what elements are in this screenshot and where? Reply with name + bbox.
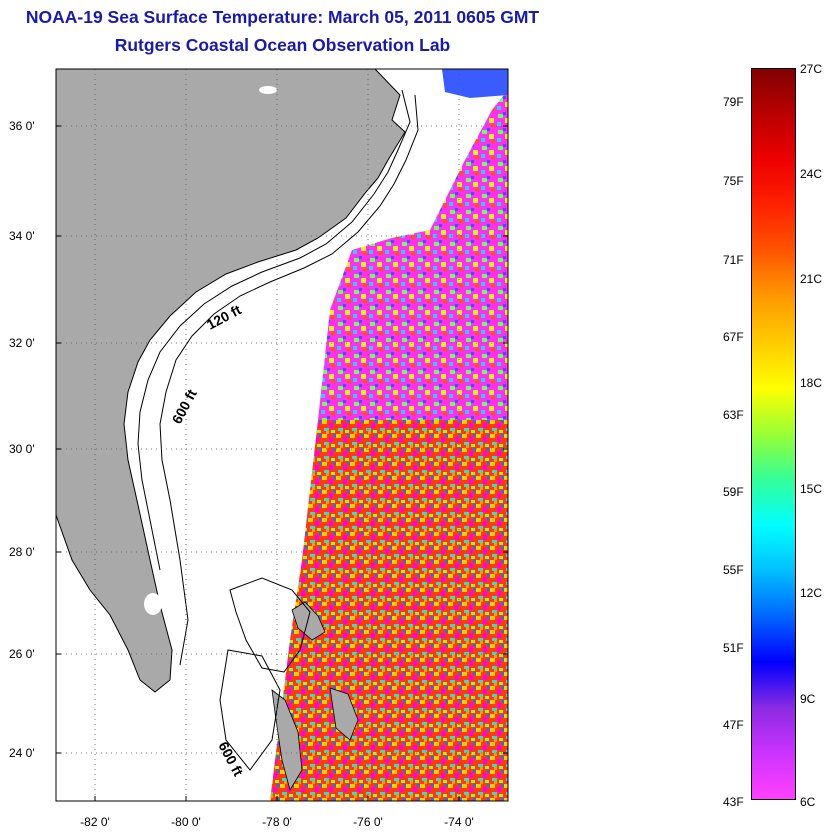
sst-swath-top	[442, 69, 508, 98]
cb-f-75: 75F	[723, 174, 744, 188]
cb-c-21: 21C	[800, 272, 823, 286]
isobath-120ft	[137, 89, 411, 571]
land-bahamas-3	[329, 687, 359, 741]
lon-label-80: -80 0'	[171, 815, 201, 829]
cb-f-47: 47F	[723, 718, 744, 732]
cb-c-15: 15C	[800, 482, 823, 496]
land-bahamas-1	[291, 601, 326, 641]
cb-c-6: 6C	[800, 795, 816, 809]
cb-f-43: 43F	[723, 795, 744, 809]
cb-f-59: 59F	[723, 485, 744, 499]
isobath-label-120ft: 120 ft	[204, 301, 244, 332]
cb-f-79: 79F	[723, 95, 744, 109]
lon-label-76: -76 0'	[353, 815, 383, 829]
cb-f-67: 67F	[723, 330, 744, 344]
lake-carolina	[259, 86, 277, 94]
cb-f-71: 71F	[723, 253, 744, 267]
lat-label-32: 32 0'	[9, 336, 35, 350]
lat-label-26: 26 0'	[9, 647, 35, 661]
isobath-600ft	[159, 94, 419, 666]
sst-swath-north	[318, 90, 508, 420]
lon-label-74: -74 0'	[444, 815, 474, 829]
map-frame	[55, 68, 509, 802]
cb-c-27: 27C	[800, 62, 823, 76]
land-us-coast	[56, 69, 406, 693]
cb-f-63: 63F	[723, 408, 744, 422]
cb-c-12: 12C	[800, 586, 823, 600]
lon-label-78: -78 0'	[262, 815, 292, 829]
lake-okeechobee	[144, 593, 162, 615]
cb-c-9: 9C	[800, 692, 816, 706]
isobath-label-600ft-south: 600 ft	[215, 739, 246, 779]
cb-c-24: 24C	[800, 167, 823, 181]
lat-label-34: 34 0'	[9, 229, 35, 243]
lon-label-82: -82 0'	[80, 815, 110, 829]
lat-label-36: 36 0'	[9, 119, 35, 133]
cb-c-18: 18C	[800, 376, 823, 390]
map-title: NOAA-19 Sea Surface Temperature: March 0…	[25, 7, 540, 27]
sst-swath-south	[270, 420, 508, 801]
lat-label-24: 24 0'	[9, 746, 35, 760]
map-subtitle: Rutgers Coastal Ocean Observation Lab	[114, 35, 451, 55]
isobath-label-600ft-north: 600 ft	[169, 386, 200, 426]
land-bahamas-2	[271, 689, 303, 792]
lat-label-30: 30 0'	[9, 442, 35, 456]
cb-f-55: 55F	[723, 563, 744, 577]
cb-f-51: 51F	[723, 641, 744, 655]
temperature-colorbar	[751, 68, 796, 800]
lat-label-28: 28 0'	[9, 545, 35, 559]
